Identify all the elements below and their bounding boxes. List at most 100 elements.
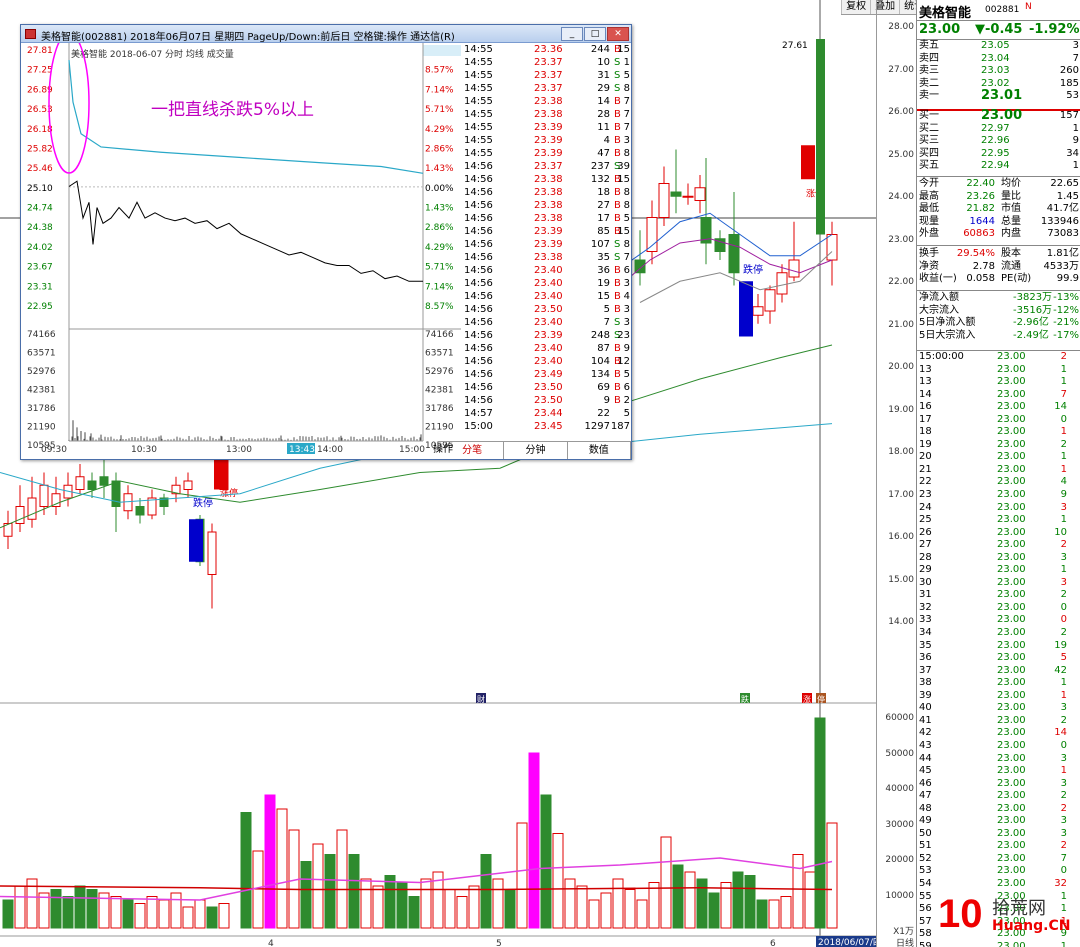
tick-volume: 4 (582, 134, 610, 147)
tick-volume: 0 (1061, 865, 1067, 878)
tick-time: 56 (919, 903, 932, 916)
tick-price: 23.39 (534, 147, 563, 160)
popup-tab-2[interactable]: 数值 (568, 442, 631, 459)
stat-value: 2.78 (953, 261, 995, 274)
order-book-row: 买二 22.97 1 (917, 123, 1080, 136)
tick-time: 48 (919, 803, 932, 816)
tick-price: 23.37 (534, 160, 563, 173)
tick-list[interactable]: 15:00:00 23.00 2 13 23.00 1 13 23.00 1 14 23.00 7 16… (917, 351, 1080, 947)
tick-time: 41 (919, 715, 932, 728)
tick-volume: 69 (582, 381, 610, 394)
tick-count: 187 (611, 420, 630, 433)
popup-titlebar[interactable]: 美格智能(002881) 2018年06月07日 星期四 PageUp/Down… (21, 25, 631, 43)
tick-volume: 2 (1061, 589, 1067, 602)
tick-time: 14:57 (464, 407, 493, 420)
stat-value: 73083 (1047, 228, 1079, 241)
pct-scale-label: 1.43% (425, 204, 454, 214)
tick-time: 14:56 (464, 225, 493, 238)
tick-volume: 1 (1061, 690, 1067, 703)
order-book-price: 22.95 (981, 148, 1010, 161)
candle-down (112, 481, 120, 507)
popup-tab-1[interactable]: 分钟 (504, 442, 567, 459)
tick-time: 40 (919, 702, 932, 715)
volume-bar (3, 900, 13, 928)
tick-volume: 14 (1054, 727, 1067, 740)
tick-volume: 9 (582, 394, 610, 407)
popup-tick-list[interactable]: 14:55 23.36 244 B 15 14:55 23.37 10 S 1 14:55 23.37… (462, 43, 632, 433)
tick-time: 14:56 (464, 368, 493, 381)
tick-time: 14:56 (464, 277, 493, 290)
volume-bar (457, 897, 467, 929)
stat-value: 1.81亿 (1047, 248, 1079, 261)
tick-time: 18 (919, 426, 932, 439)
vol-scale-label: 21190 (27, 423, 56, 433)
tick-time: 14:56 (464, 303, 493, 316)
volume-bar (51, 890, 61, 929)
stat-value: 4533万 (1044, 261, 1079, 274)
price-tick: 14.00 (888, 617, 914, 627)
tick-row: 20 23.00 1 (917, 451, 1080, 464)
candle-up (765, 290, 775, 311)
tick-volume: 1 (1061, 364, 1067, 377)
intraday-popup-window[interactable]: 美格智能(002881) 2018年06月07日 星期四 PageUp/Down… (20, 24, 632, 460)
tick-volume: 2 (1061, 351, 1067, 364)
stat-label: 量比 (1001, 191, 1021, 204)
volume-bar (361, 879, 371, 928)
tick-count: 3 (624, 303, 630, 316)
close-button[interactable]: ✕ (607, 27, 629, 41)
tick-volume: 3 (1061, 815, 1067, 828)
tick-time: 36 (919, 652, 932, 665)
tick-volume: 29 (582, 82, 610, 95)
tick-volume: 17 (582, 212, 610, 225)
volume-bar (769, 900, 779, 928)
tick-row: 38 23.00 1 (917, 677, 1080, 690)
tick-price: 23.44 (534, 407, 563, 420)
order-book-price: 23.03 (981, 65, 1010, 78)
popup-tick-row: 14:55 23.37 29 S 8 (462, 82, 632, 95)
popup-tick-row: 14:56 23.39 107 S 8 (462, 238, 632, 251)
tick-time: 34 (919, 627, 932, 640)
tick-volume: 0 (1061, 414, 1067, 427)
price-change-pct: -1.92% (1029, 22, 1080, 37)
volume-bar (601, 893, 611, 928)
volume-bar (385, 876, 395, 929)
tick-time: 14:56 (464, 394, 493, 407)
tick-time: 14:56 (464, 316, 493, 329)
tick-price: 23.00 (997, 690, 1026, 703)
price-scale-label: 25.82 (27, 144, 53, 154)
tick-price: 23.38 (534, 212, 563, 225)
order-book-row: 卖一 23.01 53 (917, 90, 1080, 103)
maximize-button[interactable]: □ (584, 27, 606, 41)
order-book-label: 买三 (919, 135, 939, 148)
brand-logo: 10 (938, 892, 983, 936)
tick-side: B (614, 147, 621, 160)
tick-side: B (614, 303, 621, 316)
tick-row: 39 23.00 1 (917, 690, 1080, 703)
tick-price: 23.00 (997, 865, 1026, 878)
pct-scale-label: 5.71% (425, 105, 454, 115)
tick-volume: 36 (582, 264, 610, 277)
tick-time: 14:55 (464, 121, 493, 134)
minimize-button[interactable]: _ (561, 27, 583, 41)
last-price: 23.00 (919, 22, 960, 37)
intraday-price-line (69, 181, 423, 281)
tick-time: 59 (919, 941, 932, 947)
tick-time: 37 (919, 665, 932, 678)
tick-volume: 2 (1061, 539, 1067, 552)
order-book-volume: 185 (1060, 78, 1079, 91)
order-book-label: 买五 (919, 160, 939, 173)
tick-time: 16 (919, 401, 932, 414)
tick-time: 14:56 (464, 173, 493, 186)
volume-bar (781, 897, 791, 929)
popup-tab-0[interactable]: 分笔 (441, 442, 504, 459)
tick-volume: 87 (582, 342, 610, 355)
new-flag: N (1025, 2, 1032, 12)
tick-row: 37 23.00 42 (917, 665, 1080, 678)
volume-bar (625, 890, 635, 929)
tick-volume: 2 (1061, 803, 1067, 816)
tick-price: 23.50 (534, 381, 563, 394)
candle-up (28, 498, 36, 519)
tick-price: 23.00 (997, 828, 1026, 841)
tick-side: B (614, 368, 621, 381)
flow-label: 净流入额 (919, 292, 959, 305)
